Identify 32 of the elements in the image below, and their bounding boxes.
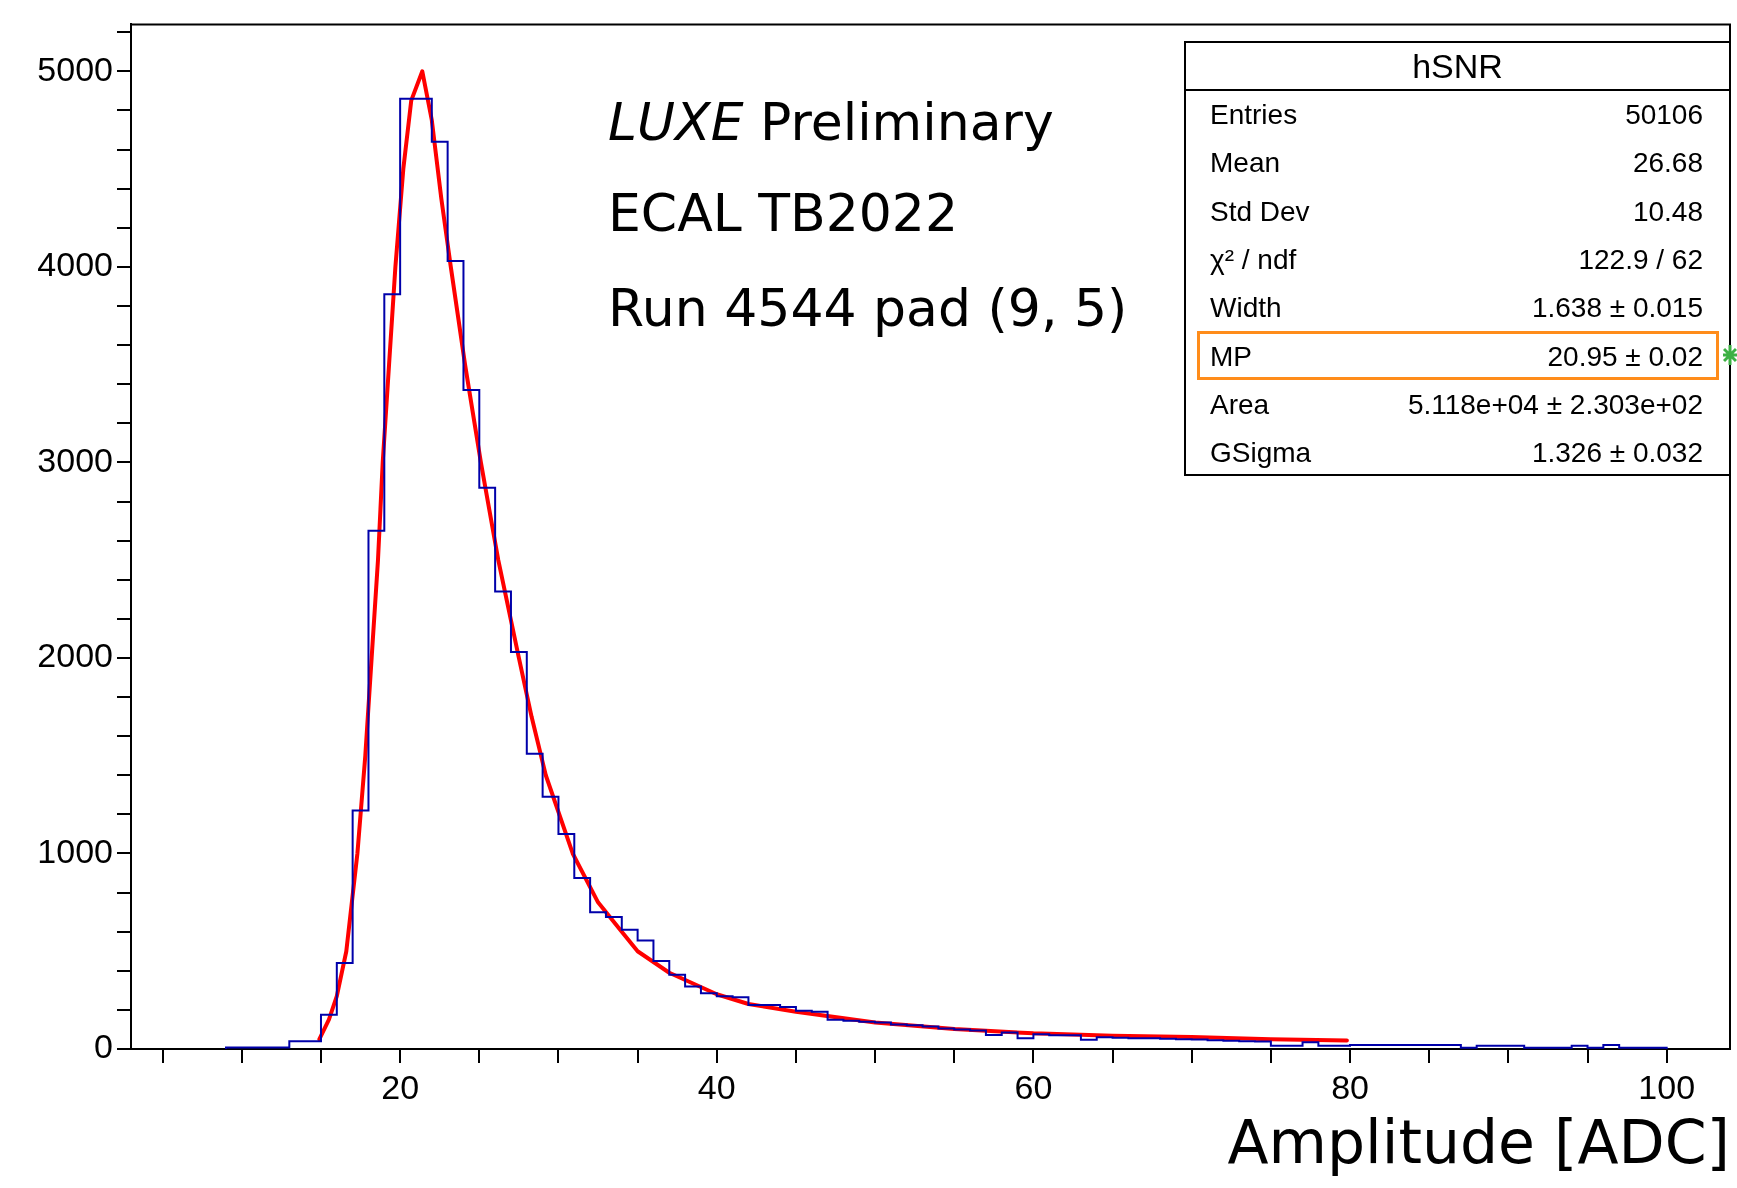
- annotation: LUXE Preliminary: [608, 92, 1054, 152]
- annotation: Entries: [1210, 99, 1298, 132]
- y-tick-label: 1000: [37, 831, 113, 870]
- annotation: Mean: [1210, 147, 1281, 180]
- annotation: GSigma: [1210, 437, 1312, 470]
- annotation: MP: [1210, 340, 1252, 373]
- annotation: 20.95 ± 0.02: [1547, 340, 1703, 373]
- annotation: Run 4544 pad (9, 5): [608, 278, 1128, 338]
- annotation: ECAL TB2022: [608, 183, 959, 243]
- x-tick-label: 60: [1014, 1067, 1053, 1106]
- y-tick-label: 0: [94, 1027, 113, 1066]
- annotation: Area: [1210, 388, 1270, 421]
- annotation: 1.638 ± 0.015: [1531, 292, 1703, 325]
- annotation: 5.118e+04 ± 2.303e+02: [1407, 388, 1703, 421]
- annotation: Width: [1210, 292, 1282, 325]
- annotation: Std Dev: [1210, 195, 1310, 228]
- annotation: 26.68: [1632, 147, 1703, 180]
- x-tick-label: 100: [1638, 1067, 1696, 1106]
- text: hSNR: [1186, 43, 1729, 91]
- annotation: 10.48: [1632, 195, 1703, 228]
- annotation: 122.9 / 62: [1578, 244, 1703, 277]
- y-tick-label: 3000: [37, 440, 113, 479]
- x-tick-label: 40: [697, 1067, 736, 1106]
- annotation: 50106: [1625, 99, 1703, 132]
- y-tick-label: 5000: [37, 49, 113, 88]
- x-tick-label: 20: [381, 1067, 420, 1106]
- y-tick-label: 2000: [37, 636, 113, 675]
- annotation: 1.326 ± 0.032: [1531, 437, 1703, 470]
- annotation: χ² / ndf: [1210, 244, 1297, 277]
- x-tick-label: 80: [1331, 1067, 1369, 1106]
- x-axis-title: Amplitude [ADC]: [1227, 1107, 1730, 1177]
- y-tick-label: 4000: [37, 245, 113, 284]
